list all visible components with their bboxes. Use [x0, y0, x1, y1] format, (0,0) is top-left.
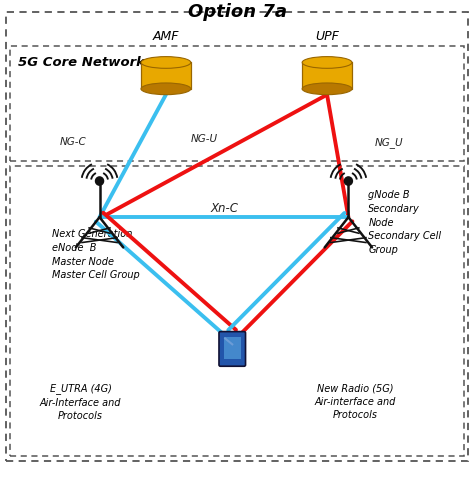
- Ellipse shape: [302, 57, 352, 68]
- Ellipse shape: [141, 83, 191, 95]
- Bar: [141, 62, 191, 89]
- Text: Xn-C: Xn-C: [210, 203, 238, 215]
- Text: Option 7a: Option 7a: [188, 3, 286, 21]
- Text: New Radio (5G)
Air-interface and
Protocols: New Radio (5G) Air-interface and Protoco…: [315, 383, 396, 420]
- Text: UPF: UPF: [315, 30, 339, 43]
- Circle shape: [344, 177, 353, 185]
- FancyBboxPatch shape: [219, 332, 246, 366]
- Text: NG-C: NG-C: [60, 138, 87, 147]
- Text: NG_U: NG_U: [374, 137, 403, 148]
- Text: AMF: AMF: [153, 30, 179, 43]
- Bar: [302, 62, 352, 89]
- Circle shape: [96, 177, 104, 185]
- Ellipse shape: [302, 83, 352, 95]
- Bar: [224, 337, 241, 359]
- Bar: [10, 46, 464, 161]
- Text: gNode B
Secondary
Node
Secondary Cell
Group: gNode B Secondary Node Secondary Cell Gr…: [368, 190, 441, 255]
- Ellipse shape: [141, 57, 191, 68]
- Text: 5G Core Network: 5G Core Network: [18, 56, 145, 69]
- Text: E_UTRA (4G)
Air-Interface and
Protocols: E_UTRA (4G) Air-Interface and Protocols: [40, 383, 121, 421]
- Text: NG-U: NG-U: [190, 134, 218, 144]
- Bar: [10, 166, 464, 456]
- Text: Next Generation
eNode  B
Master Node
Master Cell Group: Next Generation eNode B Master Node Mast…: [52, 229, 140, 280]
